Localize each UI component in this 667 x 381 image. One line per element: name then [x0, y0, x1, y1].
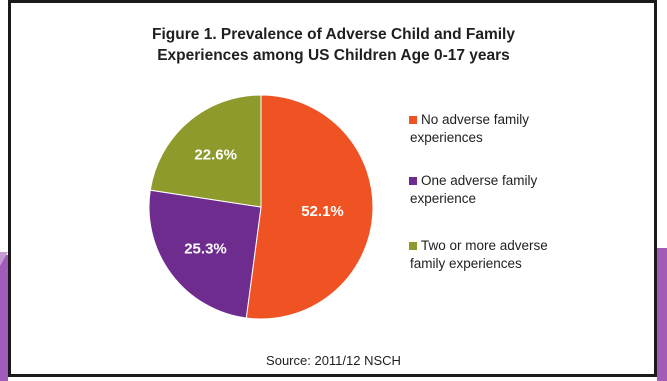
chart-title-line-1: Figure 1. Prevalence of Adverse Child an…: [152, 26, 515, 43]
pie-slice-1: [245, 94, 374, 320]
decorative-strip-right: [657, 248, 667, 381]
chart-title: Figure 1. Prevalence of Adverse Child an…: [0, 24, 667, 66]
legend-swatch-1: [409, 116, 417, 124]
legend-label-1-line-1: No adverse family: [421, 112, 529, 127]
legend-label-3-line-2: family experiences: [410, 256, 522, 271]
legend-swatch-3: [409, 242, 417, 250]
legend-item-3: Two or more adverse family experiences: [409, 238, 548, 271]
decorative-strip-left-shade: [0, 252, 8, 266]
legend-label-3-line-1: Two or more adverse: [421, 238, 548, 253]
legend-label-2-line-2: experience: [410, 191, 476, 206]
pie-slice-2: [148, 189, 262, 319]
chart-title-line-2: Experiences among US Children Age 0-17 y…: [157, 47, 510, 64]
pie-slice-2-value-label: 25.3%: [184, 241, 227, 258]
legend-label-2-line-1: One adverse family: [421, 173, 538, 188]
decorative-strip-left: [0, 255, 8, 381]
pie-slice-3: [149, 94, 262, 208]
legend-item-2: One adverse family experience: [409, 173, 538, 206]
pie-slice-1-value-label: 52.1%: [301, 203, 344, 220]
legend-label-1-line-2: experiences: [410, 130, 483, 145]
chart-source: Source: 2011/12 NSCH: [266, 353, 401, 368]
pie-slice-3-value-label: 22.6%: [194, 146, 237, 163]
legend-item-1: No adverse family experiences: [409, 112, 529, 145]
legend-swatch-2: [409, 177, 417, 185]
